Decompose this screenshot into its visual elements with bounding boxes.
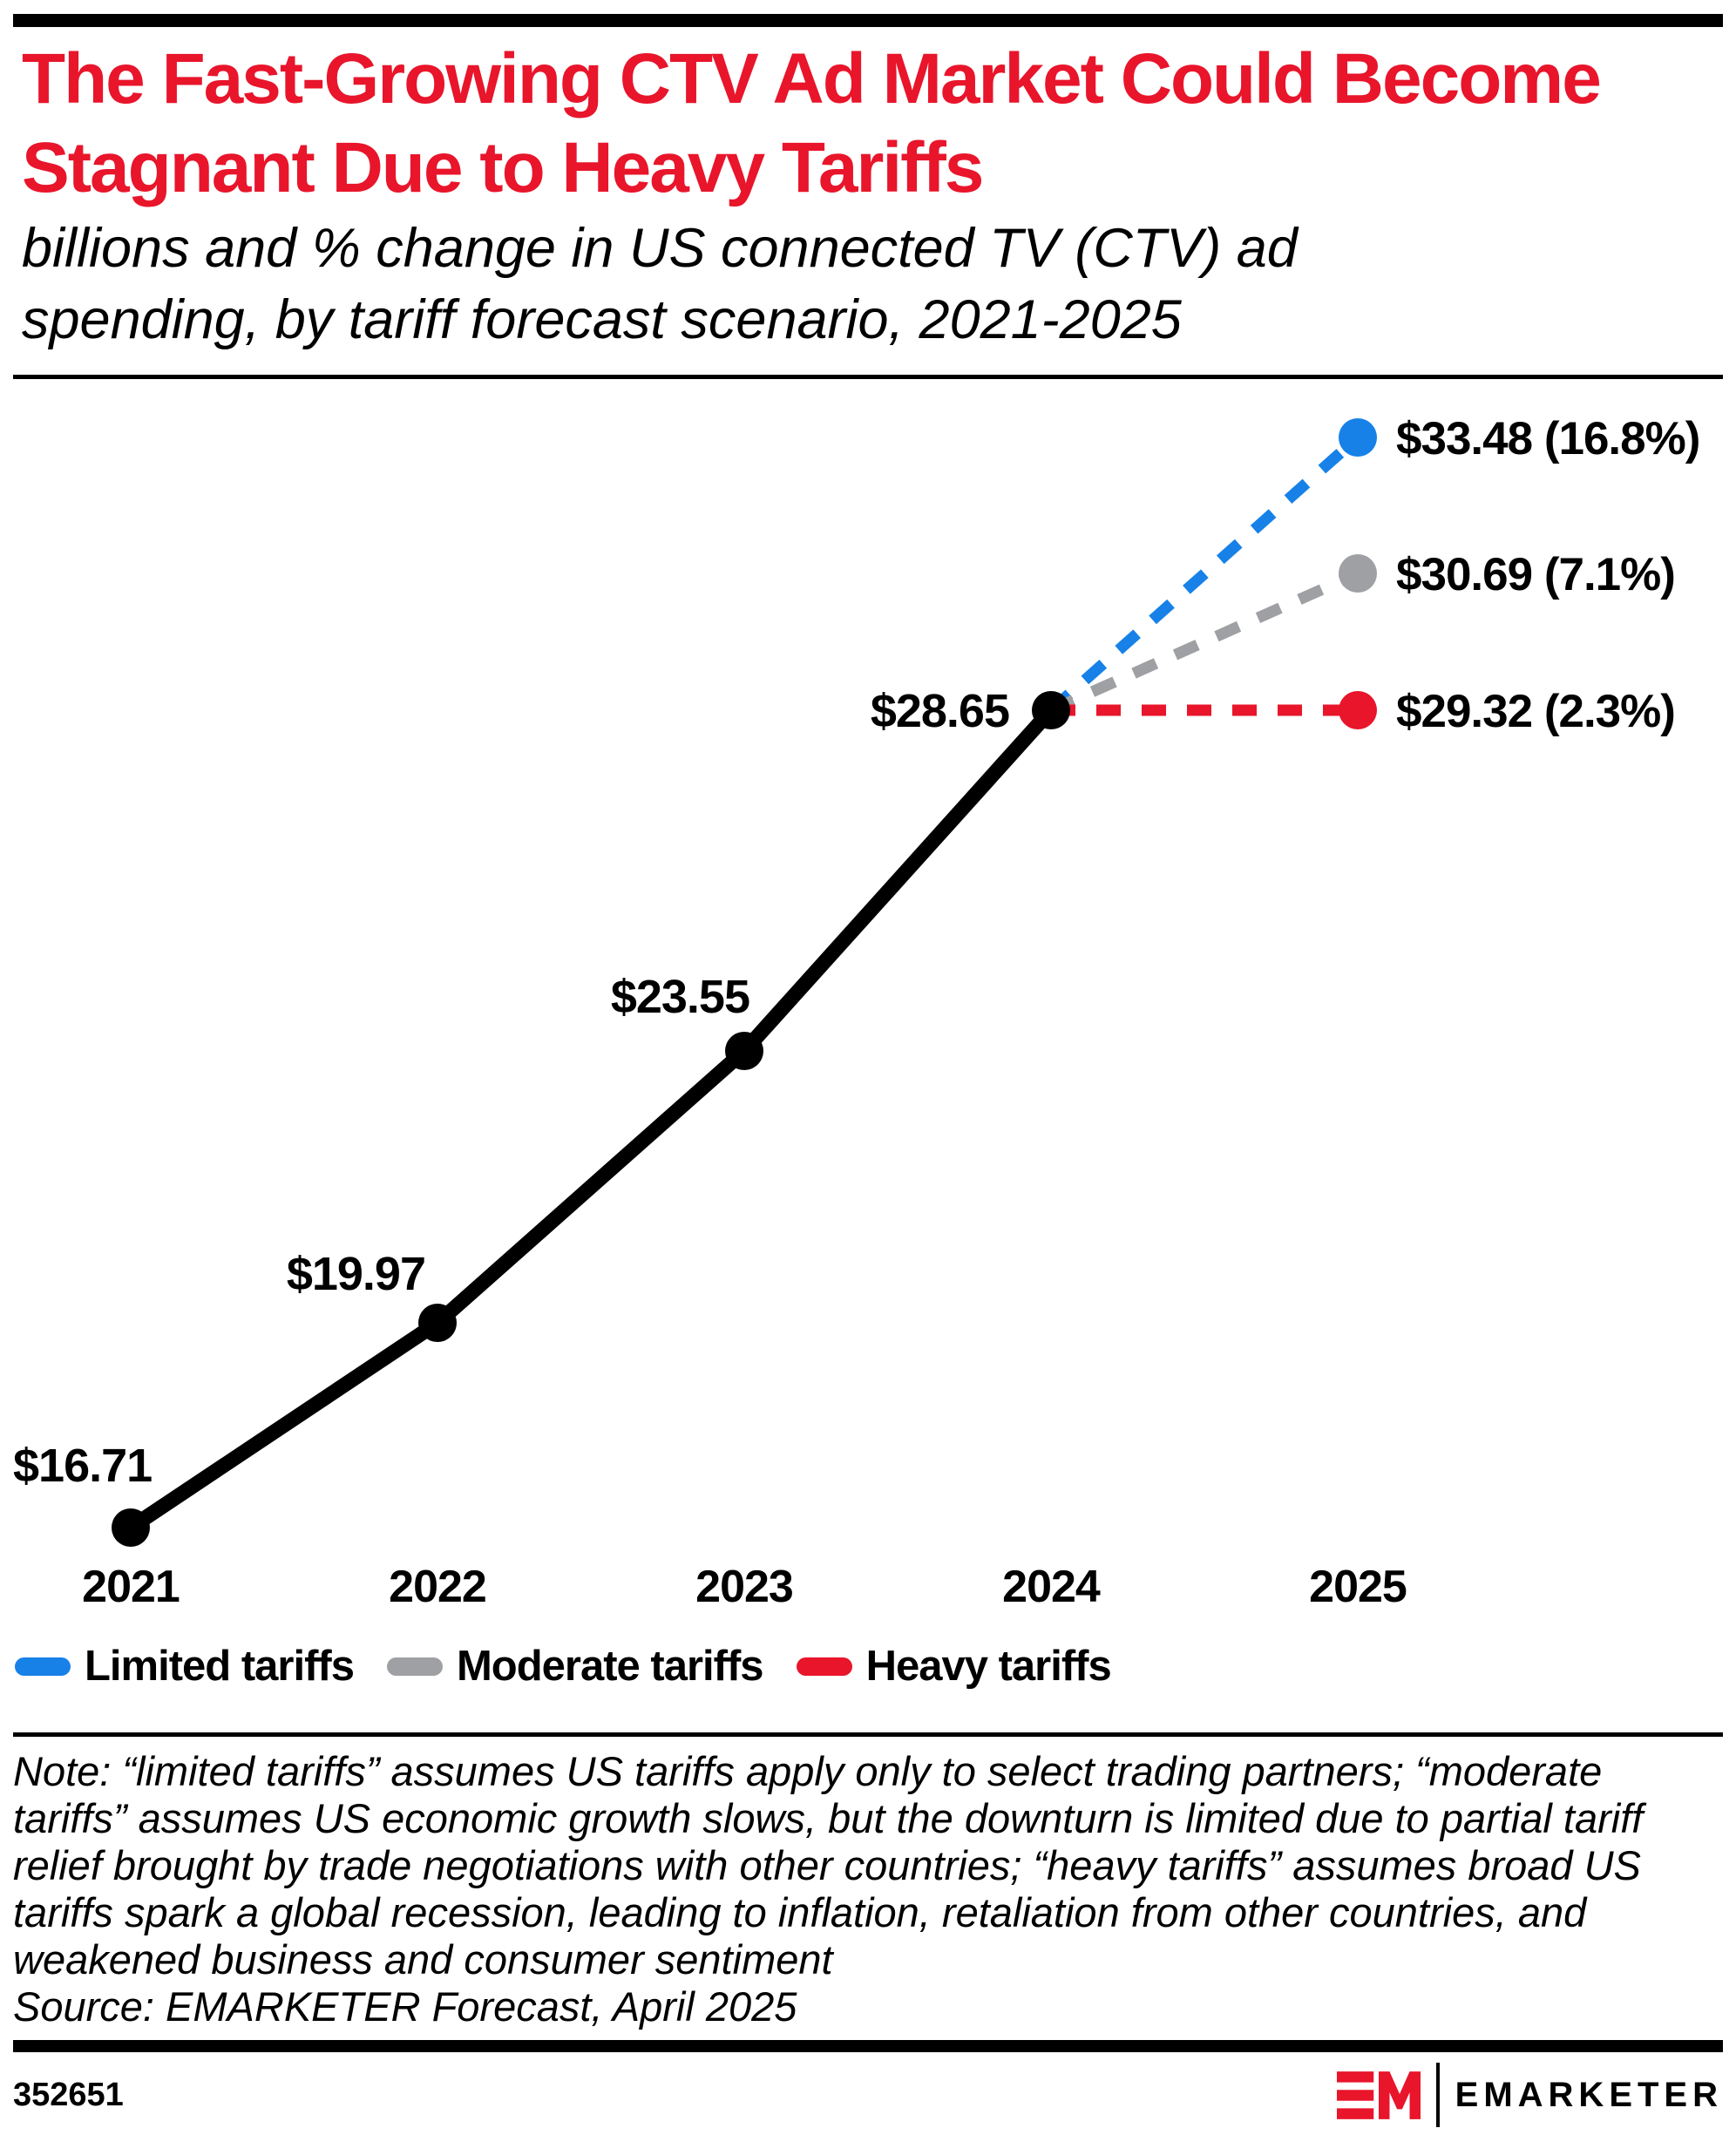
data-point-dot xyxy=(1339,691,1377,729)
em-logo-icon xyxy=(1336,2071,1421,2119)
actual-line xyxy=(123,702,1059,1535)
year-label: 2024 xyxy=(1002,1562,1101,1612)
header-divider xyxy=(13,375,1723,379)
page-title-line-1: The Fast-Growing CTV Ad Market Could Bec… xyxy=(22,39,1602,119)
limited-tariffs-swatch-icon xyxy=(15,1657,71,1676)
legend-item-limited-tariffs: Limited tariffs xyxy=(15,1642,355,1691)
point-label: $23.55 xyxy=(611,971,749,1023)
data-point-dot xyxy=(418,1304,457,1342)
moderate-tariffs-swatch-icon xyxy=(386,1657,443,1676)
point-label: $28.65 xyxy=(871,685,1009,737)
forecast-line-moderate-tariffs xyxy=(1048,568,1360,715)
legend-label: Limited tariffs xyxy=(85,1643,355,1690)
data-point-dot xyxy=(112,1508,150,1547)
data-point-dot xyxy=(725,1032,763,1070)
legend-item-moderate-tariffs: Moderate tariffs xyxy=(386,1642,764,1691)
page-subtitle-line-1: billions and % change in US connected TV… xyxy=(22,218,1298,279)
page-subtitle: billions and % change in US connected TV… xyxy=(22,213,1298,356)
data-point-dot xyxy=(1032,691,1070,729)
legend-label: Moderate tariffs xyxy=(456,1643,764,1690)
chart-legend: Limited tariffs Moderate tariffs Heavy t… xyxy=(15,1640,1112,1692)
heavy-tariffs-swatch-icon xyxy=(796,1657,852,1676)
brand-logo: EMARKETER xyxy=(1336,2063,1723,2127)
page-title-line-2: Stagnant Due to Heavy Tariffs xyxy=(22,128,984,207)
forecast-label-heavy-tariffs: $29.32 (2.3%) xyxy=(1396,686,1675,737)
note-text: Note: “limited tariffs” assumes US tarif… xyxy=(13,1748,1644,1982)
top-accent-bar xyxy=(13,14,1723,27)
brand-wordmark: EMARKETER xyxy=(1455,2075,1723,2114)
page-subtitle-line-2: spending, by tariff forecast scenario, 2… xyxy=(22,289,1182,350)
data-point-dot xyxy=(1339,554,1377,593)
forecast-label-moderate-tariffs: $30.69 (7.1%) xyxy=(1396,549,1675,600)
year-label: 2025 xyxy=(1309,1562,1407,1612)
page-title: The Fast-Growing CTV Ad Market Could Bec… xyxy=(22,35,1602,213)
brand-divider xyxy=(1435,2063,1440,2127)
notes-block: Note: “limited tariffs” assumes US tarif… xyxy=(13,1748,1723,2030)
year-label: 2022 xyxy=(389,1562,486,1612)
footer: 352651 EMARKETER xyxy=(13,2063,1723,2127)
legend-item-heavy-tariffs: Heavy tariffs xyxy=(796,1642,1112,1691)
forecast-label-limited-tariffs: $33.48 (16.8%) xyxy=(1396,413,1699,464)
point-label: $16.71 xyxy=(13,1440,152,1492)
line-chart: $16.71 $19.97 $23.55 $28.65 $33.48 (16.8%) $3… xyxy=(13,413,1700,1612)
point-label: $19.97 xyxy=(287,1248,425,1300)
year-label: 2023 xyxy=(695,1562,793,1612)
chart-id: 352651 xyxy=(13,2076,124,2113)
year-label: 2021 xyxy=(82,1562,180,1612)
data-point-dot xyxy=(1339,418,1377,457)
forecast-line-limited-tariffs xyxy=(1047,433,1362,715)
source-text: Source: EMARKETER Forecast, April 2025 xyxy=(13,1983,797,2030)
footer-bar xyxy=(13,2040,1723,2052)
legend-label: Heavy tariffs xyxy=(865,1643,1112,1690)
legend-divider xyxy=(13,1732,1723,1737)
